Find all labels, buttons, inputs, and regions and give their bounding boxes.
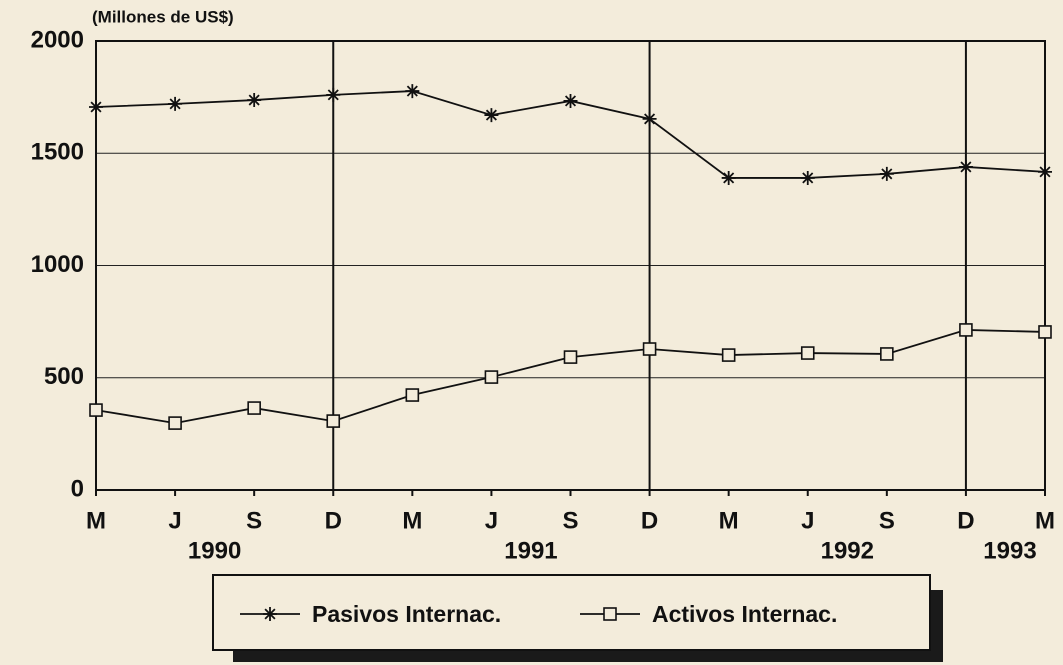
y-tick-label: 2000 — [31, 26, 84, 53]
square-marker — [959, 323, 973, 337]
square-marker — [721, 348, 736, 362]
star-marker — [879, 166, 894, 181]
star-marker — [326, 87, 341, 102]
star-marker — [721, 170, 736, 185]
star-marker — [168, 96, 183, 111]
legend-label: Pasivos Internac. — [312, 601, 501, 627]
y-tick-label: 500 — [44, 363, 84, 390]
square-marker — [405, 388, 420, 402]
star-marker — [405, 84, 420, 99]
year-label: 1990 — [188, 537, 241, 564]
x-tick-label: D — [641, 507, 658, 534]
star-marker — [89, 100, 103, 115]
star-marker — [800, 170, 815, 185]
y-tick-label: 0 — [71, 475, 84, 502]
square-marker — [247, 401, 261, 415]
y-tick-label: 1000 — [31, 251, 84, 278]
x-tick-label: M — [1035, 507, 1055, 534]
y-tick-label: 1500 — [31, 139, 84, 166]
square-marker — [880, 347, 894, 361]
square-marker — [484, 370, 499, 384]
x-tick-label: J — [168, 507, 181, 534]
y-axis-unit: (Millones de US$) — [92, 7, 234, 26]
x-tick-label: S — [879, 507, 895, 534]
year-label: 1991 — [504, 537, 557, 564]
square-marker — [603, 607, 617, 621]
x-tick-label: M — [402, 507, 422, 534]
square-marker — [326, 414, 341, 428]
x-tick-label: S — [562, 507, 578, 534]
star-marker — [642, 111, 657, 126]
x-tick-label: J — [801, 507, 814, 534]
year-label: 1993 — [983, 537, 1036, 564]
x-tick-label: D — [957, 507, 974, 534]
year-label: 1992 — [821, 537, 874, 564]
star-marker — [958, 159, 973, 174]
square-marker — [642, 342, 657, 356]
star-marker — [263, 607, 277, 621]
legend-box — [212, 574, 931, 651]
x-tick-label: M — [719, 507, 739, 534]
x-tick-label: S — [246, 507, 262, 534]
star-marker — [1038, 164, 1052, 179]
square-marker — [89, 403, 103, 417]
square-marker — [800, 346, 815, 360]
x-tick-label: D — [325, 507, 342, 534]
star-marker — [247, 93, 262, 108]
star-marker — [484, 108, 499, 123]
square-marker — [168, 416, 182, 430]
x-tick-label: M — [86, 507, 106, 534]
square-marker — [1038, 325, 1052, 339]
x-tick-label: J — [485, 507, 498, 534]
star-marker — [563, 93, 578, 108]
legend-label: Activos Internac. — [652, 601, 837, 627]
square-marker — [563, 350, 578, 364]
